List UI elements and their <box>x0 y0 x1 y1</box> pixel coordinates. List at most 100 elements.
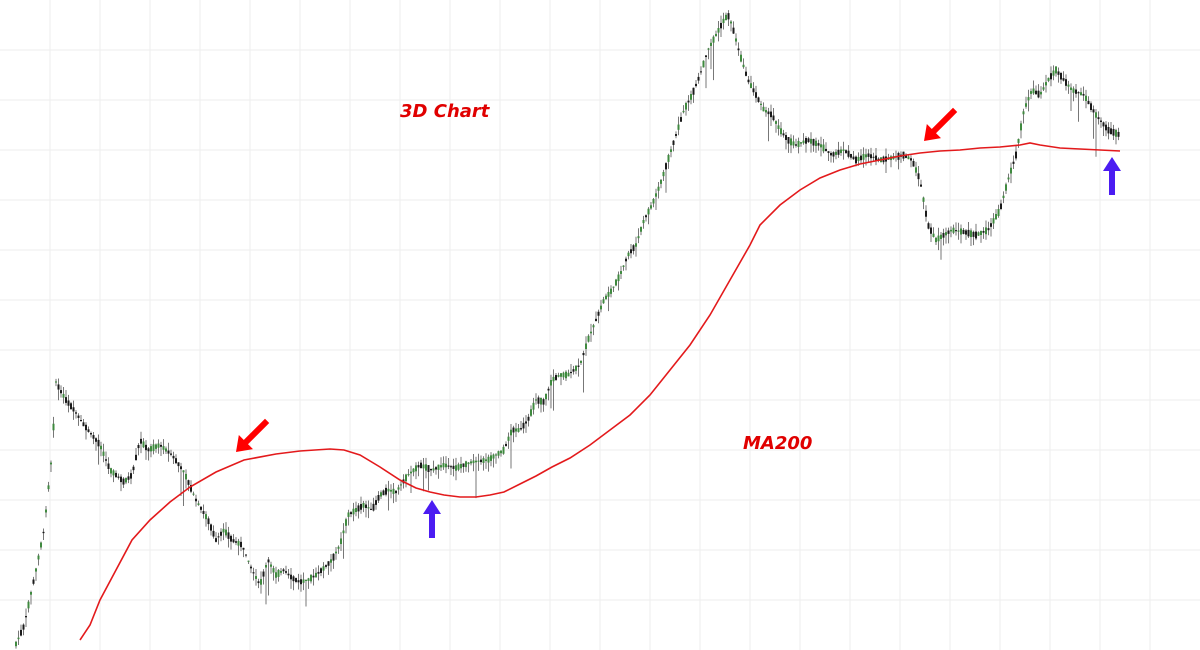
candle-body <box>287 573 290 576</box>
candle-body <box>722 18 725 24</box>
candle-body <box>572 369 575 372</box>
candle-body <box>262 571 265 577</box>
candle-body <box>1115 129 1117 137</box>
candle-body <box>275 572 277 578</box>
candle-body <box>925 210 927 217</box>
candle-body <box>70 403 72 410</box>
candle-body <box>315 572 317 578</box>
candle-body <box>100 445 102 450</box>
candle-body <box>555 375 557 380</box>
candle-body <box>987 228 990 231</box>
candle-body <box>50 462 52 465</box>
candle-body <box>310 574 312 582</box>
candle-body <box>997 209 1000 216</box>
candle-body <box>25 616 27 618</box>
candle-body <box>517 428 520 432</box>
candle-body <box>717 28 720 33</box>
candle-body <box>1032 88 1035 94</box>
candle-body <box>57 384 60 390</box>
candle-body <box>370 508 372 510</box>
candle-body <box>147 448 150 452</box>
candle-body <box>965 230 967 235</box>
candle-body <box>635 243 637 247</box>
candle-body <box>337 546 340 549</box>
candle-body <box>322 566 325 571</box>
candle-body <box>215 538 217 542</box>
candle-body <box>190 484 192 492</box>
candle-body <box>590 331 592 334</box>
sell-arrow-icon <box>236 418 270 452</box>
candle-body <box>537 397 540 404</box>
candle-body <box>907 156 910 160</box>
candle-body <box>627 252 630 257</box>
candle-body <box>935 237 937 243</box>
candle-body <box>132 466 135 471</box>
candle-body <box>1052 70 1055 76</box>
candle-body <box>625 258 627 262</box>
candle-body <box>507 436 510 441</box>
candle-body <box>1015 151 1017 159</box>
chart-label: 3D Chart <box>400 101 491 122</box>
candle-body <box>1102 122 1105 127</box>
candle-body <box>230 535 232 542</box>
candle-body <box>487 456 490 463</box>
candle-body <box>110 468 112 474</box>
candle-body <box>832 152 835 157</box>
candle-body <box>640 227 642 232</box>
candle-body <box>45 509 47 513</box>
candle-body <box>570 371 572 374</box>
candle-body <box>242 547 245 550</box>
candle-body <box>697 76 700 81</box>
candle-body <box>917 173 920 180</box>
sell-arrow-icon <box>924 107 958 141</box>
candle-body <box>512 427 515 433</box>
candle-body <box>160 444 162 447</box>
candle-body <box>332 553 335 561</box>
candle-body <box>497 451 500 456</box>
candle-body <box>930 227 932 234</box>
candle-body <box>252 572 255 574</box>
candle-body <box>347 512 350 517</box>
candle-body <box>205 514 207 520</box>
candle-body <box>312 575 315 578</box>
candle-body <box>80 419 82 422</box>
candle-body <box>777 125 780 129</box>
candle-body <box>767 111 770 115</box>
candle-body <box>317 571 320 574</box>
candle-body <box>30 591 32 595</box>
candle-body <box>432 468 435 471</box>
candle-body <box>595 318 597 322</box>
candle-body <box>437 464 440 470</box>
candle-body <box>655 193 657 197</box>
candle-body <box>817 143 820 146</box>
candle-body <box>747 79 750 83</box>
candle-body <box>1112 128 1115 136</box>
candle-body <box>395 490 397 494</box>
candle-body <box>565 371 567 379</box>
candle-body <box>20 629 22 636</box>
candle-body <box>870 154 872 159</box>
candle-body <box>1080 92 1082 96</box>
candle-body <box>757 97 760 102</box>
candle-body <box>265 565 267 568</box>
candle-body <box>810 138 812 144</box>
candle-body <box>495 454 497 456</box>
candle-body <box>620 271 622 274</box>
candle-body <box>670 149 672 152</box>
candle-body <box>1020 123 1022 131</box>
candle-body <box>32 579 35 584</box>
candle-body <box>1110 128 1112 135</box>
candle-body <box>737 48 740 51</box>
candle-body <box>795 144 797 146</box>
candle-body <box>745 71 747 76</box>
candle-body <box>877 158 880 161</box>
candle-body <box>535 399 537 401</box>
candle-body <box>1092 109 1095 113</box>
candle-body <box>615 279 617 286</box>
candle-body <box>985 227 987 235</box>
candle-body <box>455 465 457 471</box>
candle-body <box>657 186 660 191</box>
candle-body <box>95 438 97 442</box>
candle-body <box>715 33 717 37</box>
candle-body <box>1055 66 1057 74</box>
